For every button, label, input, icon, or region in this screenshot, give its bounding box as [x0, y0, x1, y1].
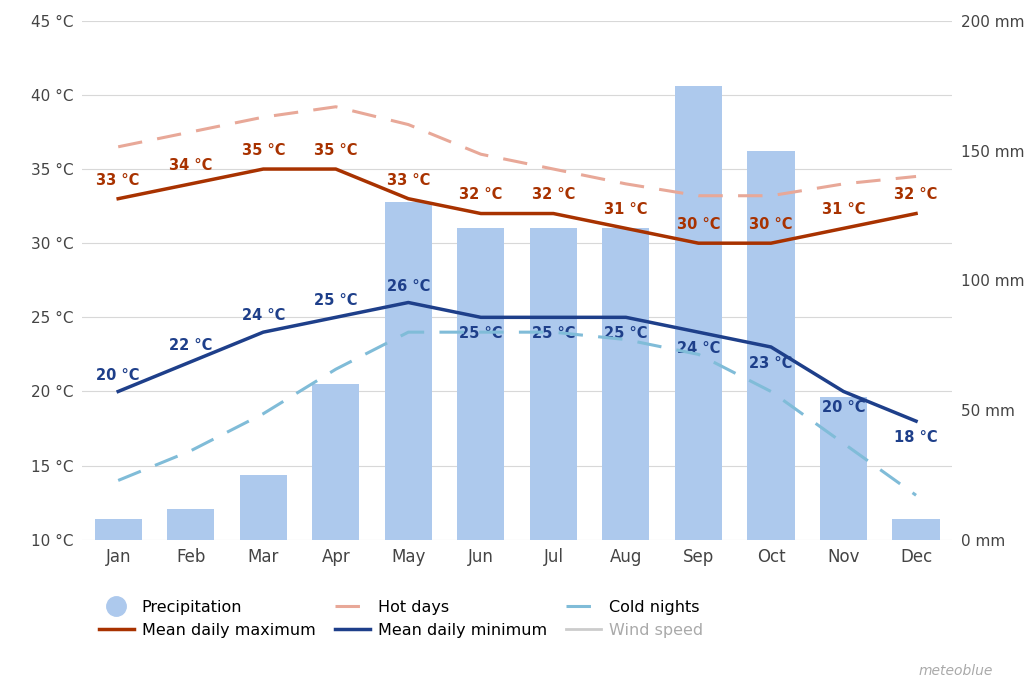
Bar [94, 519, 141, 540]
Text: 30 °C: 30 °C [677, 217, 720, 232]
Text: 35 °C: 35 °C [314, 143, 357, 158]
Text: 18 °C: 18 °C [894, 430, 938, 445]
Text: 35 °C: 35 °C [242, 143, 285, 158]
Text: 25 °C: 25 °C [531, 326, 575, 341]
Text: 31 °C: 31 °C [822, 202, 865, 217]
Bar [240, 475, 287, 540]
Bar [675, 86, 722, 540]
Text: 33 °C: 33 °C [96, 172, 140, 188]
Text: 25 °C: 25 °C [604, 326, 647, 341]
Bar [820, 397, 867, 540]
Bar [748, 151, 795, 540]
Text: 31 °C: 31 °C [604, 202, 647, 217]
Text: 34 °C: 34 °C [169, 158, 212, 173]
Text: meteoblue: meteoblue [919, 664, 993, 678]
Text: 23 °C: 23 °C [750, 356, 793, 371]
Text: 20 °C: 20 °C [822, 401, 865, 415]
Text: 32 °C: 32 °C [531, 188, 575, 203]
Text: 25 °C: 25 °C [314, 293, 357, 309]
Bar [458, 228, 505, 540]
Bar [602, 228, 649, 540]
Bar [312, 384, 359, 540]
Text: 20 °C: 20 °C [96, 367, 140, 383]
Text: 26 °C: 26 °C [387, 279, 430, 293]
Bar [385, 203, 432, 540]
Bar [893, 519, 940, 540]
Text: 24 °C: 24 °C [677, 341, 720, 356]
Text: 33 °C: 33 °C [387, 172, 430, 188]
Text: 30 °C: 30 °C [750, 217, 793, 232]
Text: 22 °C: 22 °C [169, 338, 212, 353]
Bar [167, 509, 214, 540]
Text: 24 °C: 24 °C [242, 308, 285, 323]
Bar [529, 228, 577, 540]
Text: 32 °C: 32 °C [894, 188, 938, 203]
Legend: Precipitation, Mean daily maximum, Hot days, Mean daily minimum, Cold nights, Wi: Precipitation, Mean daily maximum, Hot d… [98, 600, 703, 637]
Text: 25 °C: 25 °C [459, 326, 503, 341]
Text: 32 °C: 32 °C [459, 188, 503, 203]
